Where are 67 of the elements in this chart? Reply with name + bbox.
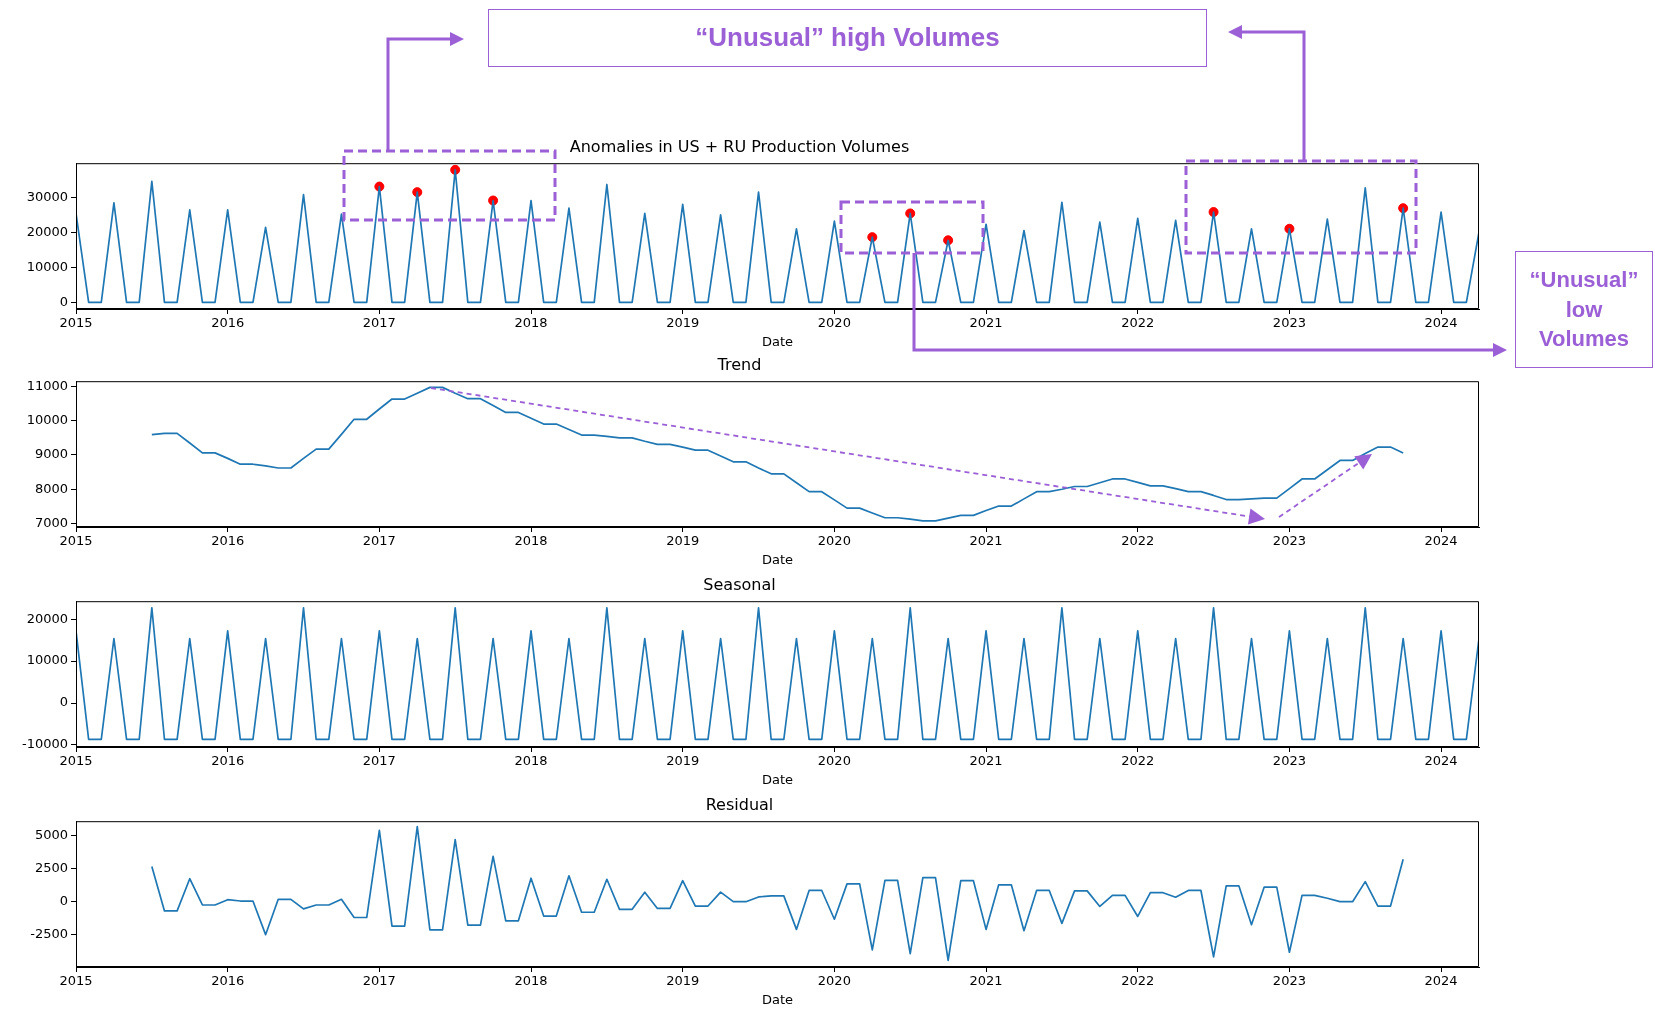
- x-tick-label: 2024: [1424, 533, 1458, 549]
- x-tick-label: 2020: [817, 753, 851, 769]
- chart-title: Residual: [705, 794, 774, 814]
- y-tick-label: 20000: [26, 223, 68, 239]
- x-tick-label: 2021: [969, 753, 1003, 769]
- x-tick-label: 2019: [666, 973, 700, 989]
- x-tick-label: 2020: [817, 973, 851, 989]
- y-tick-label: 10000: [26, 412, 68, 428]
- y-tick-label: 2500: [34, 860, 68, 876]
- chart-title: Seasonal: [703, 574, 776, 594]
- x-tick-label: 2024: [1424, 973, 1458, 989]
- text: “Unusual” low Volumes: [1515, 251, 1653, 368]
- x-tick-label: 2022: [1121, 315, 1155, 331]
- y-tick-label: 20000: [26, 610, 68, 626]
- x-tick-label: 2020: [817, 315, 851, 331]
- x-axis-title: Date: [761, 771, 794, 787]
- y-tick-label: 5000: [34, 827, 68, 843]
- y-tick-label: 10000: [26, 258, 68, 274]
- x-tick-label: 2021: [969, 315, 1003, 331]
- x-tick-label: 2023: [1272, 533, 1306, 549]
- y-tick-label: 0: [59, 893, 68, 909]
- x-tick-label: 2023: [1272, 315, 1306, 331]
- x-tick-label: 2015: [59, 315, 93, 331]
- y-tick-label: 30000: [26, 189, 68, 205]
- x-tick-label: 2022: [1121, 973, 1155, 989]
- y-tick-label: 8000: [34, 480, 68, 496]
- y-tick-label: -10000: [21, 736, 68, 752]
- x-tick-label: 2015: [59, 973, 93, 989]
- x-tick-label: 2016: [211, 973, 245, 989]
- text: “Unusual” high Volumes: [488, 9, 1207, 67]
- x-tick-label: 2024: [1424, 753, 1458, 769]
- x-tick-label: 2024: [1424, 315, 1458, 331]
- x-tick-label: 2015: [59, 753, 93, 769]
- x-tick-label: 2018: [514, 973, 548, 989]
- y-tick-label: -2500: [30, 926, 68, 942]
- x-tick-label: 2018: [514, 753, 548, 769]
- x-tick-label: 2016: [211, 753, 245, 769]
- x-axis-title: Date: [761, 991, 794, 1007]
- x-tick-label: 2023: [1272, 973, 1306, 989]
- chart-title: Anomalies in US + RU Production Volumes: [569, 136, 910, 156]
- x-tick-label: 2017: [362, 973, 396, 989]
- x-tick-label: 2017: [362, 533, 396, 549]
- y-tick-label: 9000: [34, 446, 68, 462]
- x-tick-label: 2019: [666, 533, 700, 549]
- x-tick-label: 2016: [211, 315, 245, 331]
- x-axis-title: Date: [761, 333, 794, 349]
- x-tick-label: 2016: [211, 533, 245, 549]
- y-tick-label: 0: [59, 694, 68, 710]
- x-tick-label: 2019: [666, 753, 700, 769]
- x-tick-label: 2019: [666, 315, 700, 331]
- chart-title: Trend: [716, 354, 762, 374]
- y-tick-label: 11000: [26, 377, 68, 393]
- x-tick-label: 2023: [1272, 753, 1306, 769]
- x-tick-label: 2022: [1121, 753, 1155, 769]
- x-tick-label: 2022: [1121, 533, 1155, 549]
- x-tick-label: 2017: [362, 753, 396, 769]
- x-tick-label: 2021: [969, 533, 1003, 549]
- x-tick-label: 2015: [59, 533, 93, 549]
- y-tick-label: 0: [59, 293, 68, 309]
- x-tick-label: 2017: [362, 315, 396, 331]
- x-axis-title: Date: [761, 551, 794, 567]
- x-tick-label: 2018: [514, 533, 548, 549]
- x-tick-label: 2018: [514, 315, 548, 331]
- x-tick-label: 2021: [969, 973, 1003, 989]
- y-tick-label: 7000: [34, 514, 68, 530]
- x-tick-label: 2020: [817, 533, 851, 549]
- y-tick-label: 10000: [26, 652, 68, 668]
